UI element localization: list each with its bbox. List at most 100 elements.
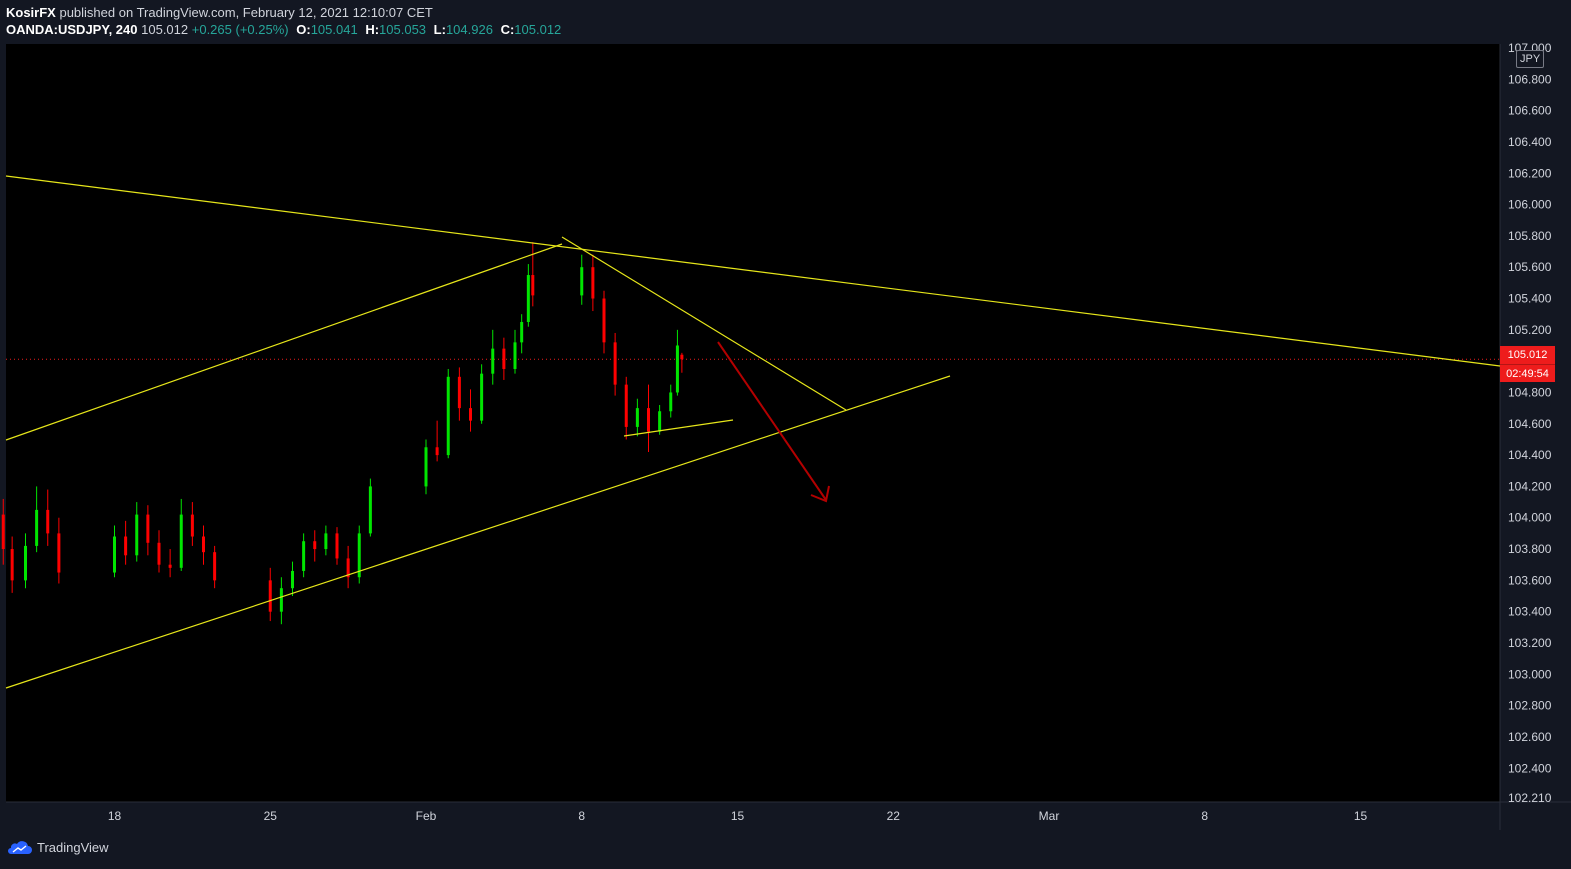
high-value: 105.053 xyxy=(379,22,427,37)
candle-body xyxy=(435,447,439,456)
x-tick-label: Feb xyxy=(416,809,437,823)
candle xyxy=(580,254,584,305)
published-text: published on TradingView.com, February 1… xyxy=(59,5,433,20)
time-axis[interactable] xyxy=(6,802,1500,830)
candle-body xyxy=(313,541,317,550)
y-tick-label: 106.200 xyxy=(1508,166,1552,180)
open-label: O: xyxy=(296,22,311,37)
x-tick-label: 8 xyxy=(578,809,585,823)
candle xyxy=(635,398,639,437)
upper-trendline[interactable] xyxy=(5,175,1501,367)
candle-body xyxy=(680,354,684,360)
candle-body xyxy=(658,411,662,432)
y-tick-label: 104.800 xyxy=(1508,385,1552,399)
candle xyxy=(602,290,606,354)
candle-body xyxy=(424,447,428,487)
candle-body xyxy=(24,545,27,581)
candle xyxy=(124,520,128,565)
candle xyxy=(291,561,294,597)
publish-line: KosirFX published on TradingView.com, Fe… xyxy=(6,5,433,20)
candle-body xyxy=(57,533,61,573)
candle-body xyxy=(190,514,194,537)
candle xyxy=(513,329,517,374)
candle xyxy=(624,376,628,440)
candle-body xyxy=(602,298,606,343)
candle xyxy=(368,478,372,537)
price-axis[interactable] xyxy=(1500,44,1571,802)
open-value: 105.041 xyxy=(310,22,358,37)
y-tick-label: 103.800 xyxy=(1508,542,1552,556)
chart-footer xyxy=(0,830,1571,869)
y-tick-label: 106.800 xyxy=(1508,72,1552,86)
rising-trendline[interactable] xyxy=(5,243,563,441)
currency-badge[interactable]: JPY xyxy=(1516,50,1545,68)
candle xyxy=(502,337,506,380)
author-name[interactable]: KosirFX xyxy=(6,5,56,20)
symbol-interval[interactable]: OANDA:USDJPY, 240 xyxy=(6,22,138,37)
candle-body xyxy=(268,580,272,612)
candle-body xyxy=(502,348,506,369)
candle-body xyxy=(669,392,673,412)
y-tick-label: 103.400 xyxy=(1508,605,1552,619)
candle-body xyxy=(513,342,517,369)
trendline-drawings xyxy=(5,175,1501,689)
bearish-arrow-shaft[interactable] xyxy=(717,341,827,501)
candle xyxy=(268,567,272,622)
candle xyxy=(213,545,217,589)
candle xyxy=(424,439,428,495)
candle-body xyxy=(647,408,650,432)
candle-body xyxy=(202,536,205,553)
candle xyxy=(335,527,339,565)
candle xyxy=(647,384,650,452)
candle xyxy=(435,420,439,462)
x-tick-label: Mar xyxy=(1039,809,1060,823)
candle xyxy=(135,502,139,562)
candle-body xyxy=(580,267,584,296)
candle-body xyxy=(124,536,128,556)
support-trendline[interactable] xyxy=(5,375,951,689)
y-tick-label: 106.000 xyxy=(1508,198,1552,212)
candle-body xyxy=(357,533,361,578)
candle xyxy=(680,352,684,373)
plot-area[interactable] xyxy=(6,44,1500,802)
y-tick-label: 104.600 xyxy=(1508,417,1552,431)
bar-countdown: 02:49:54 xyxy=(1500,364,1555,383)
candle-body xyxy=(613,342,617,385)
candle-body xyxy=(346,558,350,578)
candle-body xyxy=(446,376,450,456)
y-tick-label: 102.400 xyxy=(1508,761,1552,775)
candle-body xyxy=(591,267,595,299)
candle xyxy=(669,384,673,418)
ohlc-legend: OANDA:USDJPY, 240 105.012 +0.265 (+0.25%… xyxy=(6,22,561,37)
x-tick-label: 8 xyxy=(1201,809,1208,823)
x-tick-label: 18 xyxy=(108,809,122,823)
candlestick-series xyxy=(1,242,684,625)
candle xyxy=(357,525,361,584)
close-label: C: xyxy=(500,22,515,37)
candle xyxy=(24,533,27,589)
candle xyxy=(179,498,183,571)
y-tick-label: 105.400 xyxy=(1508,292,1552,306)
falling-trendline[interactable] xyxy=(561,236,847,411)
candle xyxy=(302,533,306,578)
y-tick-label: 103.600 xyxy=(1508,573,1552,587)
y-tick-label: 104.400 xyxy=(1508,448,1552,462)
x-tick-label: 22 xyxy=(887,809,901,823)
candle-body xyxy=(624,384,628,427)
bearish-arrow-head[interactable] xyxy=(810,485,830,503)
close-value: 105.012 xyxy=(514,22,562,37)
candle xyxy=(658,404,662,435)
low-label: L: xyxy=(433,22,446,37)
candle-body xyxy=(324,533,328,550)
candle-body xyxy=(302,541,306,571)
candle xyxy=(457,367,461,421)
candle-body xyxy=(35,509,39,546)
brand-logo[interactable]: TradingView xyxy=(7,840,109,855)
candle-body xyxy=(279,588,283,612)
candle xyxy=(591,254,595,312)
candle-body xyxy=(480,373,484,421)
consolidation-line[interactable] xyxy=(623,419,734,437)
price-change: +0.265 (+0.25%) xyxy=(191,22,289,37)
tradingview-cloud-icon xyxy=(8,840,32,854)
